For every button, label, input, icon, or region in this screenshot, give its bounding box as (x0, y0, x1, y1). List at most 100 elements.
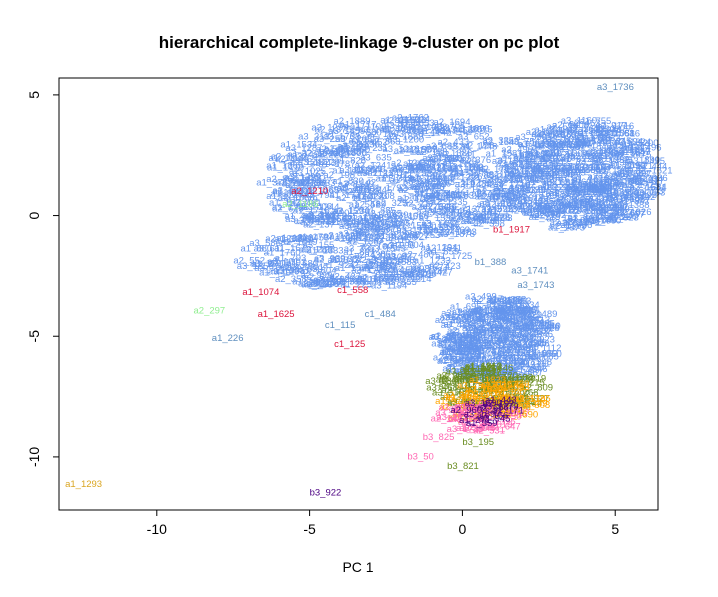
data-point: a1_181 (347, 222, 379, 233)
data-point: a1_1244 (278, 188, 315, 199)
data-point: a1_1006 (505, 333, 542, 344)
data-point: a3_1378 (509, 168, 546, 179)
data-point: a3_1470 (473, 306, 510, 317)
data-point: a1_1865 (266, 160, 303, 171)
data-point: a2_325 (376, 198, 408, 209)
data-point: a1_695 (450, 302, 482, 313)
data-point: a1_691 (565, 177, 597, 188)
data-point: a2_217 (403, 198, 435, 209)
data-point: a3_910 (363, 261, 395, 272)
data-point: a1_1186 (491, 186, 527, 197)
data-point: a3_117 (355, 228, 386, 239)
data-point: a3_1399 (284, 172, 321, 183)
data-point: a2_1826 (615, 207, 652, 218)
data-point: a3_1697 (464, 409, 501, 420)
data-point: a3_1807 (495, 353, 532, 364)
data-point: a1_457 (445, 345, 477, 356)
data-point: a3_1221 (504, 161, 541, 172)
data-point: a2_1249 (500, 348, 537, 359)
data-point: a3_230 (499, 401, 531, 412)
data-point: a1_1859 (358, 273, 395, 284)
data-point: a2_1403 (420, 163, 457, 174)
data-point: a2_669 (477, 192, 509, 203)
data-point: a3_1550 (478, 384, 515, 395)
data-point: a1_1162 (610, 160, 646, 171)
data-point: a3_1387 (465, 366, 502, 377)
data-point: a2_575 (333, 277, 365, 288)
data-point: a3_307 (478, 393, 510, 404)
data-point: a2_417 (633, 176, 665, 187)
data-point: a3_472 (402, 270, 434, 281)
data-point: a2_648 (454, 366, 486, 377)
data-point: a3_1611 (438, 402, 474, 413)
data-point: a3_857 (337, 183, 369, 194)
data-point: a3_1216 (382, 144, 419, 155)
data-point: a3_599 (391, 273, 423, 284)
data-point: a2_1144 (569, 163, 605, 174)
data-point: a2_1239 (596, 166, 633, 177)
data-point: a2_773 (412, 202, 444, 213)
data-point: a3_1064 (310, 214, 347, 225)
data-point: a1_664 (491, 297, 523, 308)
data-point: a3_126 (565, 182, 597, 193)
data-point: a3_1478 (478, 366, 515, 377)
data-point: a2_268 (507, 388, 539, 399)
data-point: a3_467 (568, 213, 600, 224)
data-point: a2_378 (464, 422, 496, 433)
data-point: a1_1636 (422, 220, 459, 231)
data-point: a1_1114 (269, 153, 305, 164)
data-point: a2_188 (416, 147, 448, 158)
data-point: a1_1886 (473, 213, 510, 224)
data-point: a3_1085 (450, 354, 487, 365)
data-point: a1_1760 (264, 248, 301, 259)
data-point: a3_1863 (352, 275, 389, 286)
data-point: a3_982 (436, 371, 468, 382)
data-point: a2_700 (435, 315, 467, 326)
data-point: a3_1664 (553, 140, 590, 151)
data-point: a1_1004 (447, 164, 484, 175)
data-point: a1_482 (335, 233, 367, 244)
data-point: a2_210 (318, 149, 350, 160)
data-point: a2_686 (608, 128, 640, 139)
data-point: a2_199 (456, 409, 488, 420)
data-point: a1_1823 (469, 375, 506, 386)
data-point: a3_559 (539, 166, 571, 177)
data-point: a3_927 (386, 252, 418, 263)
data-point: a1_1415 (491, 345, 528, 356)
data-point: a3_350 (486, 296, 518, 307)
data-point: a2_757 (411, 182, 443, 193)
data-point: a1_909 (601, 176, 633, 187)
data-point: a1_1625 (501, 312, 538, 323)
data-point: a2_1164 (345, 274, 381, 285)
data-point: a2_990 (365, 261, 397, 272)
data-point: a1_622 (560, 154, 592, 165)
data-point: a1_1337 (378, 218, 415, 229)
data-point: a2_100 (581, 194, 613, 205)
data-point: a1_913 (477, 307, 509, 318)
data-point: a3_728 (532, 204, 564, 215)
data-point: a2_1483 (440, 227, 477, 238)
data-point: a1_809 (498, 155, 530, 166)
data-point: a2_358 (275, 274, 307, 285)
data-point: a1_1896 (453, 123, 490, 134)
data-point: a2_1025 (289, 166, 326, 177)
data-point: a1_1344 (410, 173, 447, 184)
data-point: a1_681 (339, 182, 371, 193)
data-point: a3_637 (349, 135, 381, 146)
data-point: a2_1841 (492, 323, 529, 334)
data-point: a3_1241 (355, 160, 392, 171)
data-point: a3_837 (587, 183, 619, 194)
data-point: a1_1716 (293, 205, 330, 216)
data-point: a3_1495 (628, 156, 665, 167)
data-point: a2_1346 (516, 329, 553, 340)
x-tick-label: 5 (611, 521, 619, 537)
data-point: a1_1028 (445, 351, 482, 362)
data-point: a2_1680 (278, 193, 315, 204)
data-point: a1_1899 (623, 155, 660, 166)
data-point: a1_1373 (539, 152, 576, 163)
data-point: a3_444 (636, 162, 668, 173)
data-point: a1_890 (318, 208, 350, 219)
data-point: a1_922 (352, 191, 384, 202)
data-point: a2_1804 (569, 206, 606, 217)
data-point: a3_1258 (479, 198, 516, 209)
